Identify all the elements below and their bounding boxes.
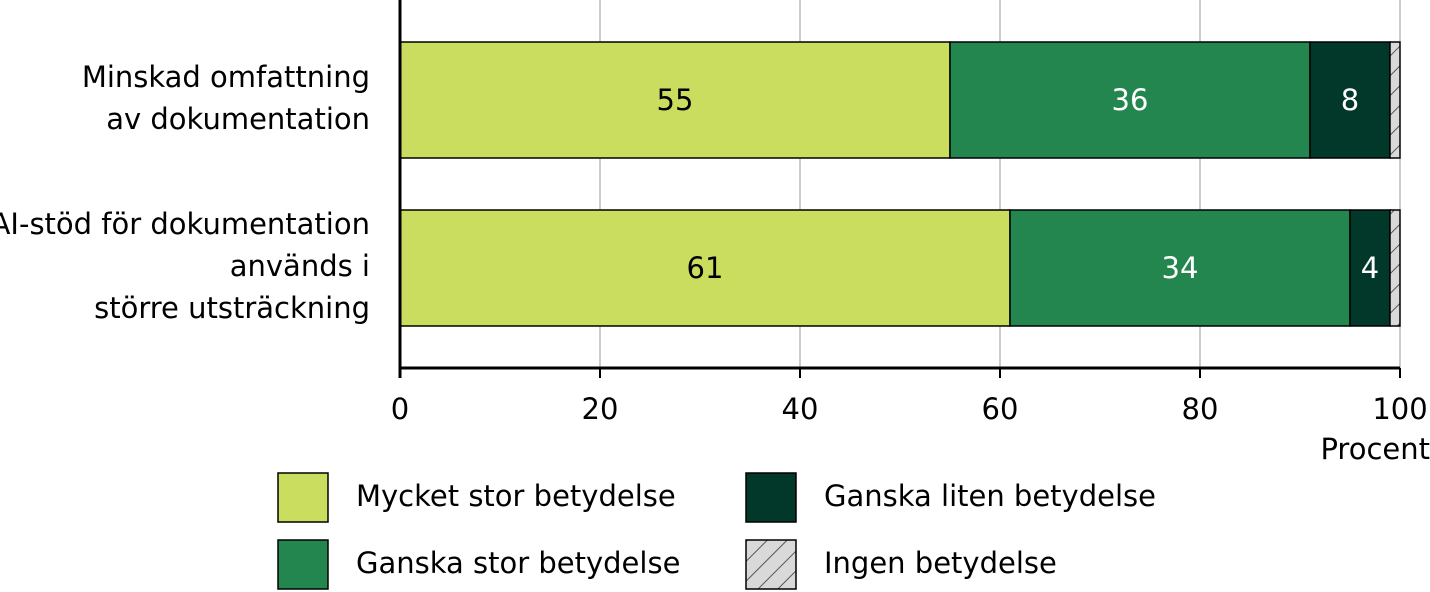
bar-segment xyxy=(1389,41,1401,159)
data-label: 36 xyxy=(1112,83,1149,117)
data-label: 34 xyxy=(1162,251,1199,285)
legend-swatch xyxy=(745,472,797,523)
legend-label: Mycket stor betydelse xyxy=(356,479,676,513)
data-label: 61 xyxy=(687,251,724,285)
bar-segment xyxy=(399,209,1011,327)
data-label: 55 xyxy=(657,83,694,117)
x-tick-label: 60 xyxy=(982,392,1019,426)
bar-segment xyxy=(1309,41,1391,159)
x-tick-label: 80 xyxy=(1182,392,1219,426)
data-label: 4 xyxy=(1361,251,1379,285)
legend-swatch xyxy=(277,539,329,590)
y-tick-label: av dokumentation xyxy=(106,102,370,136)
y-tick-label: används i xyxy=(230,249,370,283)
data-label: 8 xyxy=(1341,83,1359,117)
x-tick-label: 100 xyxy=(1372,392,1427,426)
y-tick-label: Minskad omfattning xyxy=(82,60,370,94)
legend-swatch xyxy=(745,539,797,590)
x-tick-label: 0 xyxy=(391,392,409,426)
x-axis-label: Procent xyxy=(1320,432,1430,466)
x-tick-label: 20 xyxy=(582,392,619,426)
bar-segment xyxy=(1009,209,1351,327)
x-tick-label: 40 xyxy=(782,392,819,426)
y-tick-label: AI-stöd för dokumentation xyxy=(0,207,370,241)
bar-segment xyxy=(949,41,1311,159)
legend-label: Ganska stor betydelse xyxy=(356,546,680,580)
bar-segment xyxy=(399,41,951,159)
y-tick-label: större utsträckning xyxy=(94,291,370,325)
bar-segment xyxy=(1389,209,1401,327)
legend-label: Ingen betydelse xyxy=(824,546,1057,580)
legend-label: Ganska liten betydelse xyxy=(824,479,1156,513)
legend-swatch xyxy=(277,472,329,523)
bar-segment xyxy=(1349,209,1391,327)
